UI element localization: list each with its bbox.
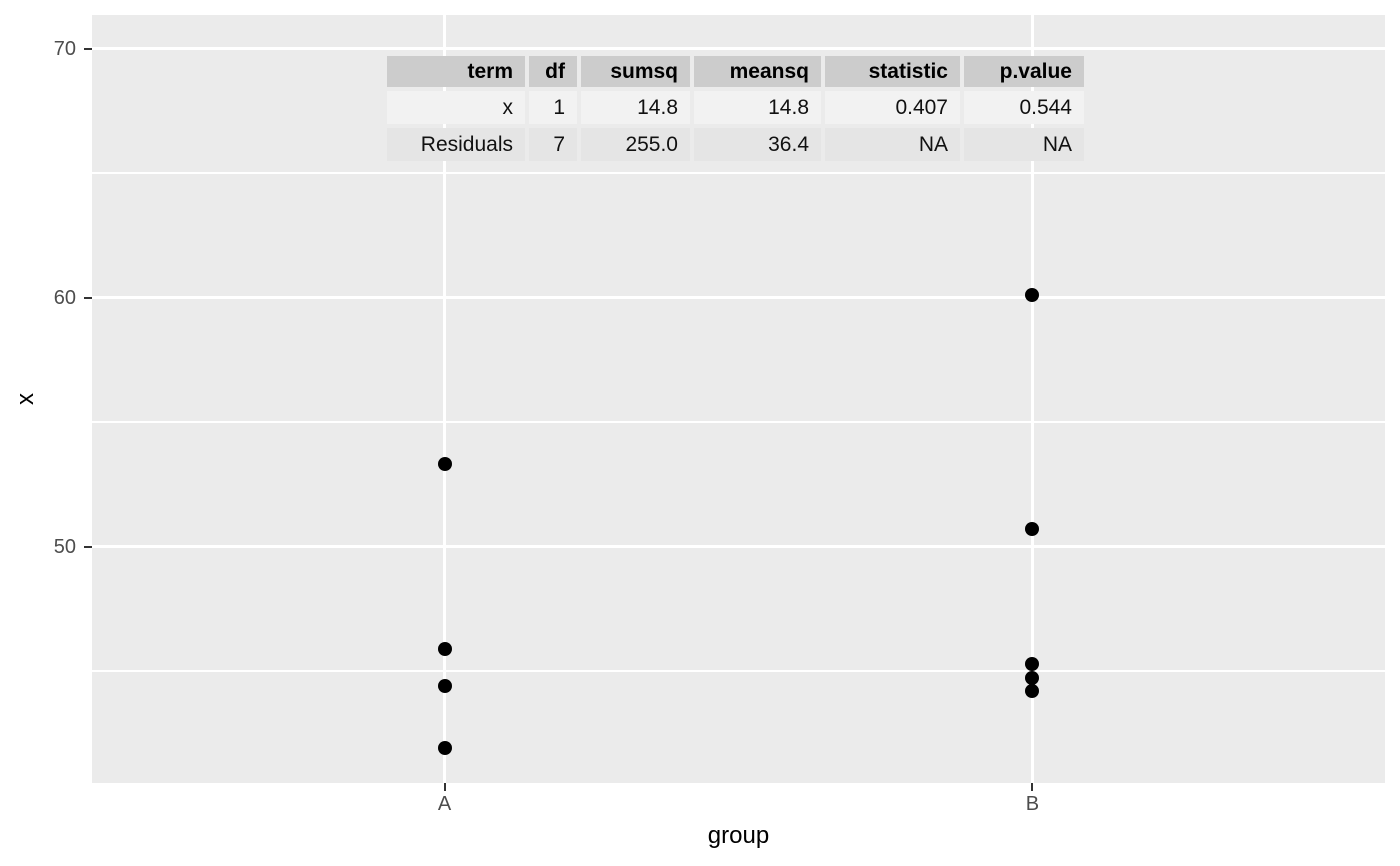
data-point bbox=[1025, 522, 1040, 537]
anova-cell: 0.407 bbox=[825, 91, 960, 124]
y-major-gridline bbox=[92, 296, 1385, 300]
anova-cell: Residuals bbox=[387, 128, 525, 161]
anova-cell: NA bbox=[964, 128, 1084, 161]
anova-col-header: meansq bbox=[694, 56, 821, 87]
data-point bbox=[1025, 288, 1040, 303]
y-tick-label: 70 bbox=[53, 37, 76, 60]
anova-table: term df sumsq meansq statistic p.value x 1 14.8 1… bbox=[383, 52, 1088, 165]
anova-cell: 255.0 bbox=[581, 128, 690, 161]
y-minor-gridline bbox=[92, 172, 1385, 174]
y-minor-gridline bbox=[92, 669, 1385, 672]
anova-col-header: df bbox=[529, 56, 577, 87]
data-point bbox=[437, 457, 452, 472]
anova-cell: 36.4 bbox=[694, 128, 821, 161]
anova-cell: 7 bbox=[529, 128, 577, 161]
x-major-gridline bbox=[443, 15, 447, 783]
y-tick-mark bbox=[84, 47, 92, 50]
anova-cell: 0.544 bbox=[964, 91, 1084, 124]
data-point bbox=[437, 641, 452, 656]
x-tick-mark bbox=[443, 783, 446, 791]
anova-cell: 14.8 bbox=[581, 91, 690, 124]
y-major-gridline bbox=[92, 545, 1385, 548]
y-axis-title: x bbox=[12, 393, 39, 405]
anova-cell: NA bbox=[825, 128, 960, 161]
data-point bbox=[1025, 671, 1040, 686]
y-tick-mark bbox=[84, 545, 92, 548]
data-point bbox=[437, 678, 452, 693]
y-tick-label: 50 bbox=[53, 535, 76, 558]
anova-row: Residuals 7 255.0 36.4 NA NA bbox=[387, 128, 1084, 161]
anova-col-header: statistic bbox=[825, 56, 960, 87]
anova-col-header: term bbox=[387, 56, 525, 87]
x-axis-title: group bbox=[707, 822, 770, 849]
anova-cell: x bbox=[387, 91, 525, 124]
x-tick-mark bbox=[1031, 783, 1034, 791]
anova-col-header: sumsq bbox=[581, 56, 690, 87]
y-tick-mark bbox=[84, 296, 92, 299]
anova-header-row: term df sumsq meansq statistic p.value bbox=[387, 56, 1084, 87]
data-point bbox=[437, 741, 452, 756]
y-minor-gridline bbox=[92, 421, 1385, 423]
x-tick-label: B bbox=[1025, 793, 1040, 815]
anova-col-header: p.value bbox=[964, 56, 1084, 87]
y-major-gridline bbox=[92, 47, 1385, 51]
x-major-gridline bbox=[1030, 15, 1034, 783]
data-point bbox=[1025, 683, 1040, 698]
data-point bbox=[1025, 656, 1040, 671]
anova-cell: 14.8 bbox=[694, 91, 821, 124]
anova-cell: 1 bbox=[529, 91, 577, 124]
anova-row: x 1 14.8 14.8 0.407 0.544 bbox=[387, 91, 1084, 124]
x-tick-label: A bbox=[437, 793, 452, 815]
y-tick-label: 60 bbox=[53, 286, 76, 309]
anova-table-container: term df sumsq meansq statistic p.value x 1 14.8 1… bbox=[383, 52, 1088, 165]
